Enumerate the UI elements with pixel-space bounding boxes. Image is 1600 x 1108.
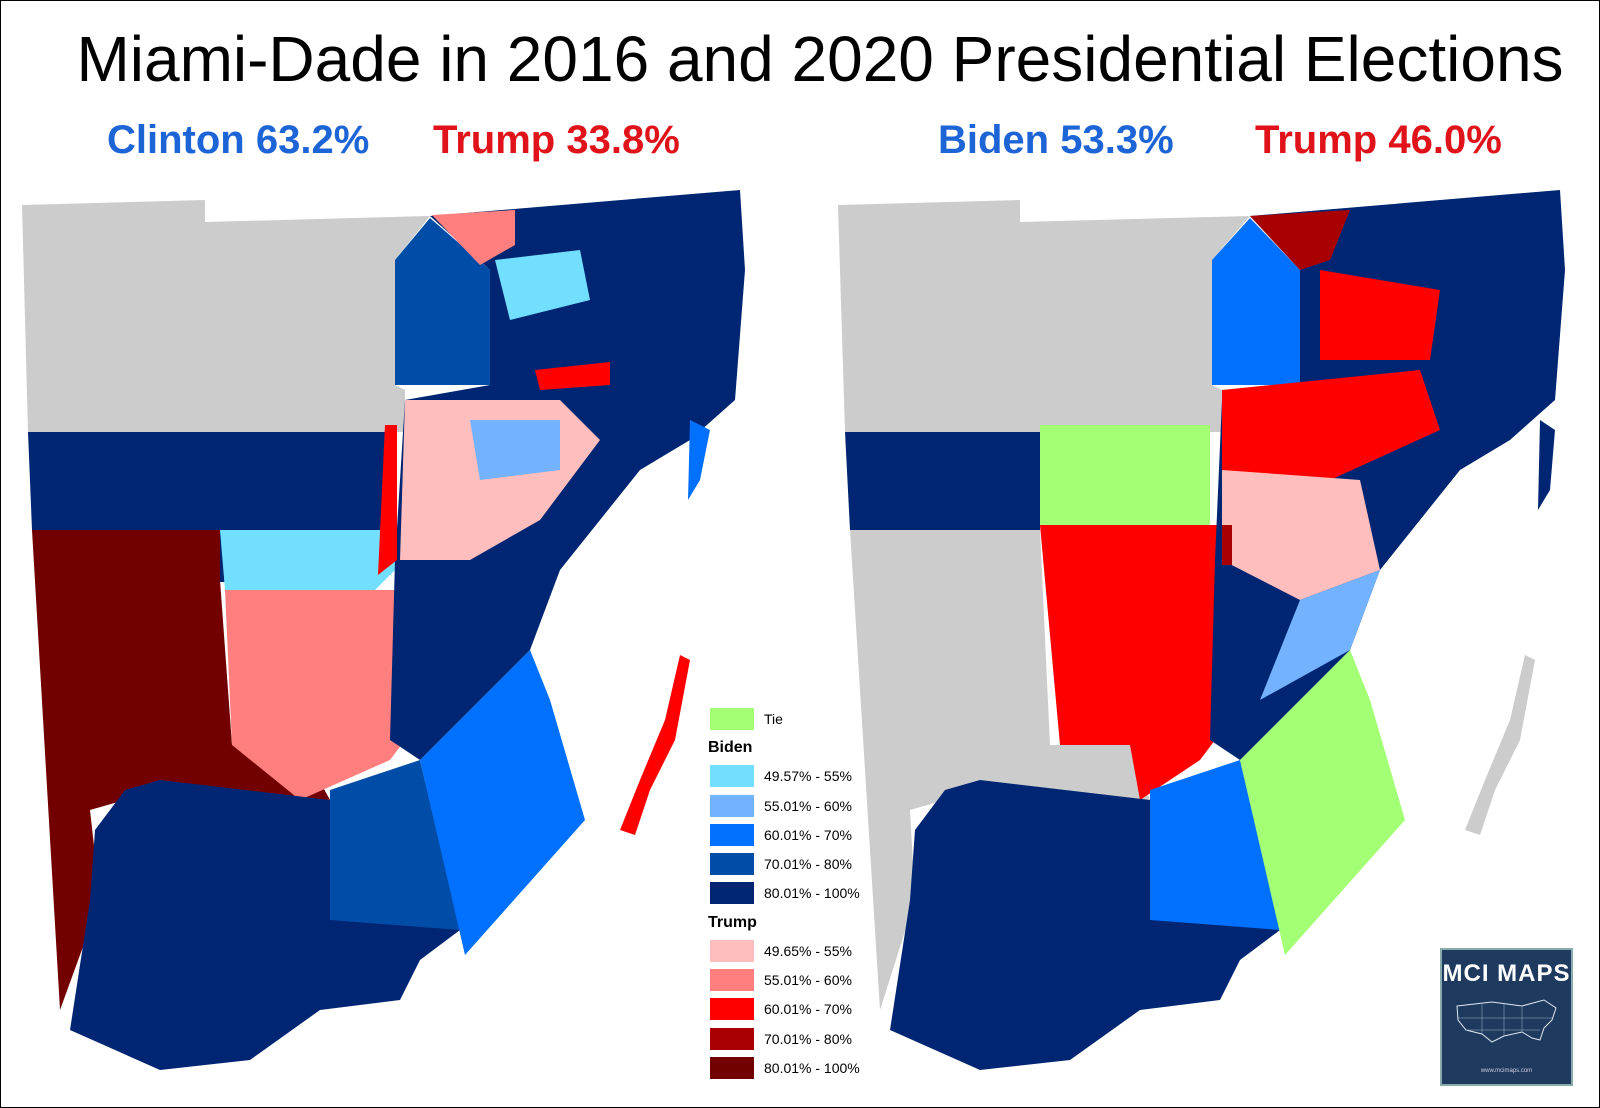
result-2016-rep: Trump 33.8% xyxy=(433,118,680,162)
legend-label-rep-4: 70.01% - 80% xyxy=(764,1030,852,1047)
region-mixed-urban-e xyxy=(1260,570,1380,700)
legend-dem-4: 70.01% - 80% xyxy=(708,851,878,880)
logo-url: www.mcimaps.com xyxy=(1480,1068,1533,1074)
result-2020-rep: Trump 46.0% xyxy=(1255,118,1502,162)
legend-label-dem-2: 55.01% - 60% xyxy=(764,797,852,814)
legend-rep-1: 49.65% - 55% xyxy=(708,938,878,967)
legend-label-dem-4: 70.01% - 80% xyxy=(764,856,852,873)
region-bay-island xyxy=(688,420,710,500)
legend-dem-2: 55.01% - 60% xyxy=(708,793,878,822)
mci-maps-logo: MCI MAPS www.mcimaps.com xyxy=(1440,948,1573,1086)
legend-rep-5: 80.01% - 100% xyxy=(708,1055,878,1084)
legend-label-rep-2: 55.01% - 60% xyxy=(764,972,852,989)
region-key-strip xyxy=(620,655,690,835)
region-south-mid xyxy=(330,760,460,930)
legend-tie: Tie xyxy=(708,706,878,735)
legend-label-dem-3: 60.01% - 70% xyxy=(764,826,852,843)
legend-swatch-rep-2 xyxy=(710,969,754,992)
map-legend: Tie Biden 49.57% - 55% 55.01% - 60% 60.0… xyxy=(708,706,878,1084)
legend-swatch-rep-5 xyxy=(710,1056,754,1079)
region-west-central xyxy=(845,432,1040,530)
legend-rep-4: 70.01% - 80% xyxy=(708,1026,878,1055)
legend-swatch-tie xyxy=(710,708,754,730)
region-central-west xyxy=(220,530,395,590)
region-south-mid xyxy=(1150,760,1280,930)
region-northwest xyxy=(838,200,1250,432)
legend-swatch-dem-2 xyxy=(710,794,754,817)
region-mixed-urban-a xyxy=(1222,370,1440,480)
region-mixed-urban-e xyxy=(495,250,590,320)
map-2020 xyxy=(838,190,1565,1070)
region-mixed-urban-b xyxy=(470,420,560,480)
legend-dem-5: 80.01% - 100% xyxy=(708,880,878,909)
result-2020-dem: Biden 53.3% xyxy=(938,118,1174,162)
legend-label-rep-3: 60.01% - 70% xyxy=(764,1001,852,1018)
legend-heading-dem: Biden xyxy=(708,739,753,757)
legend-swatch-rep-1 xyxy=(710,939,754,962)
legend-rep-2: 55.01% - 60% xyxy=(708,967,878,996)
legend-heading-rep: Trump xyxy=(708,913,757,931)
legend-label-rep-1: 49.65% - 55% xyxy=(764,942,852,959)
region-central-west xyxy=(1040,425,1210,525)
region-canal-strip xyxy=(378,425,397,575)
region-bay-island xyxy=(1538,420,1555,510)
region-southeast xyxy=(420,650,585,955)
legend-label-dem-5: 80.01% - 100% xyxy=(764,885,860,902)
region-northwest xyxy=(22,200,430,432)
region-north-gate xyxy=(395,218,490,385)
region-mixed-urban-b xyxy=(1250,210,1350,270)
region-north-gate xyxy=(1212,218,1300,385)
region-southeast xyxy=(1240,650,1405,955)
legend-label-rep-5: 80.01% - 100% xyxy=(764,1059,860,1076)
region-southwest xyxy=(32,530,330,1010)
logo-name: MCI MAPS xyxy=(1442,960,1571,987)
map-2016 xyxy=(22,190,745,1070)
usa-outline-icon xyxy=(1455,999,1557,1043)
legend-swatch-dem-3 xyxy=(710,823,754,846)
region-mixed-urban-d xyxy=(1222,470,1380,600)
legend-label-dem-1: 49.57% - 55% xyxy=(764,768,852,785)
map-title: Miami-Dade in 2016 and 2020 Presidential… xyxy=(76,23,1564,95)
region-southwest xyxy=(850,530,1150,1010)
region-mixed-urban-c xyxy=(1320,270,1440,360)
region-mixed-urban-c xyxy=(535,362,610,390)
region-mixed-urban-d xyxy=(432,210,515,265)
legend-swatch-rep-3 xyxy=(710,998,754,1021)
legend-swatch-dem-5 xyxy=(710,882,754,905)
legend-dem-1: 49.57% - 55% xyxy=(708,763,878,792)
legend-swatch-dem-1 xyxy=(710,765,754,788)
legend-rep-3: 60.01% - 70% xyxy=(708,996,878,1025)
legend-label-tie: Tie xyxy=(764,711,783,727)
region-canal-strip xyxy=(1222,525,1232,565)
result-2016-dem: Clinton 63.2% xyxy=(107,118,370,162)
region-key-strip xyxy=(1465,655,1535,835)
legend-swatch-dem-4 xyxy=(710,853,754,876)
legend-swatch-rep-4 xyxy=(710,1027,754,1050)
legend-dem-3: 60.01% - 70% xyxy=(708,822,878,851)
